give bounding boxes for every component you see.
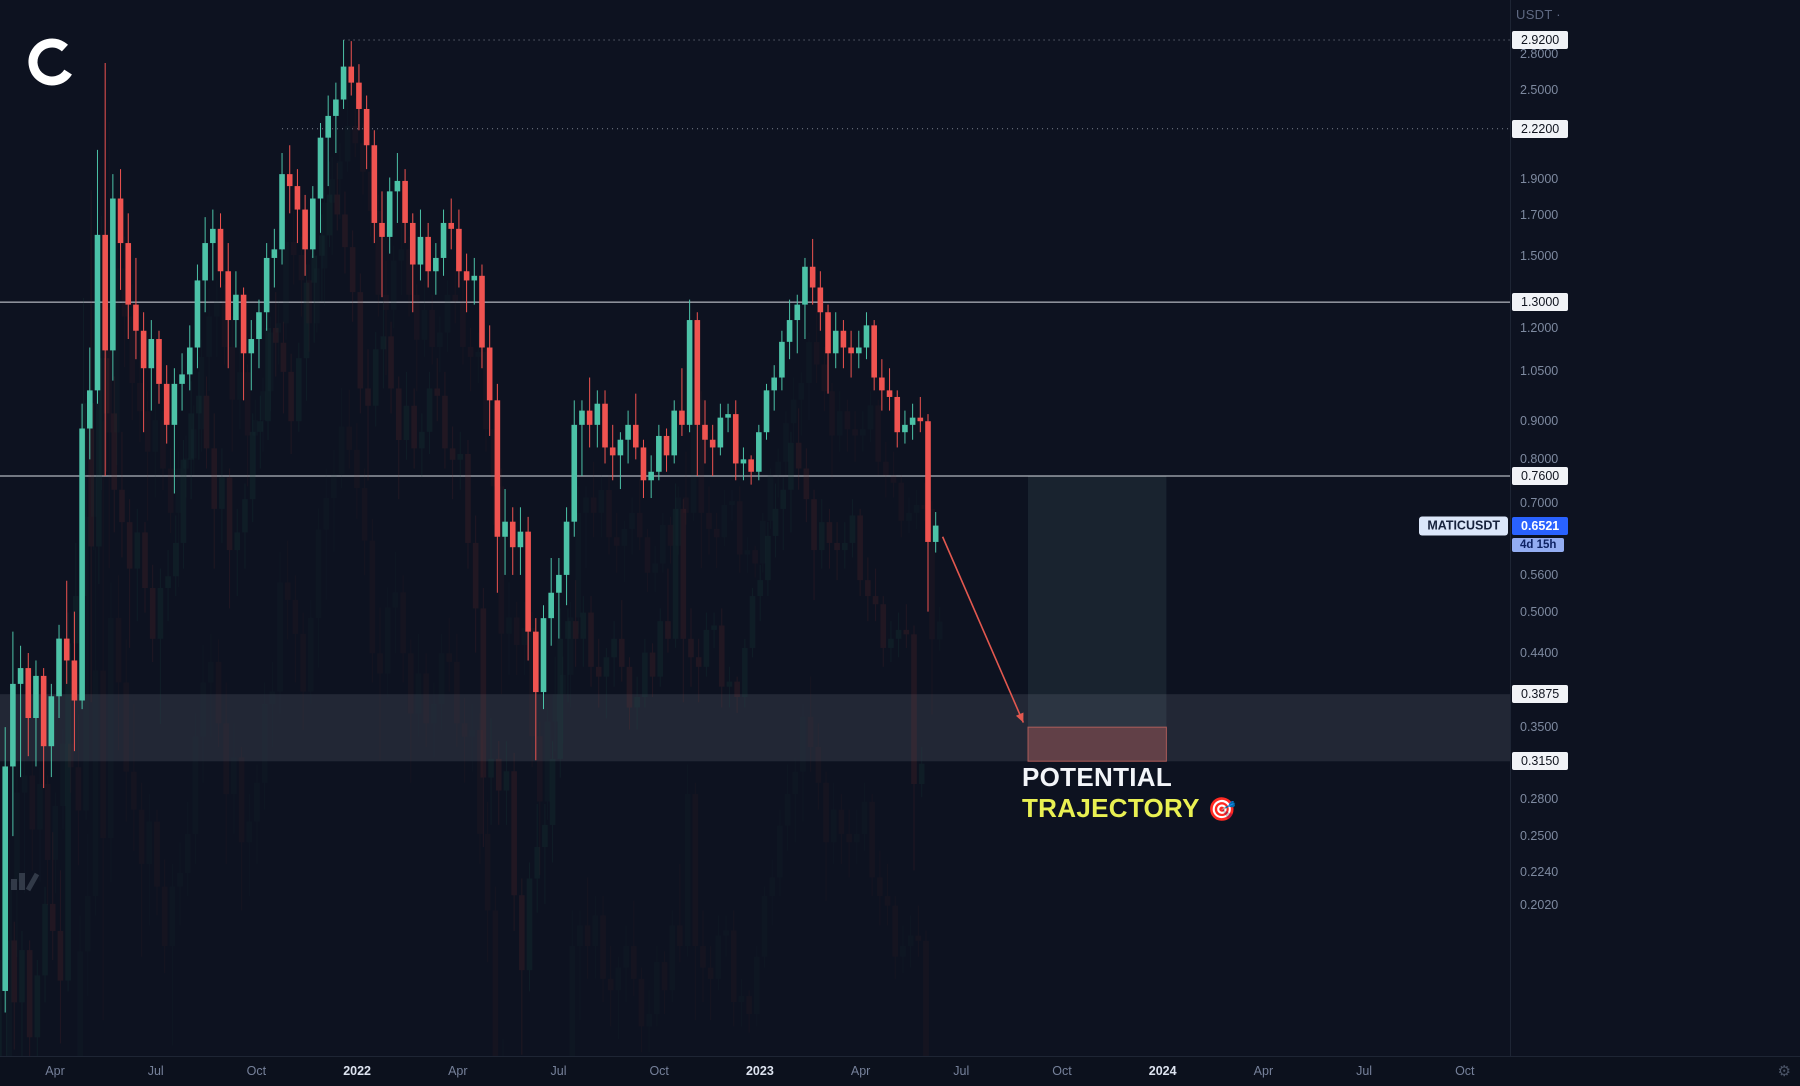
settings-gear-icon[interactable]: ⚙ (1777, 1063, 1791, 1080)
time-axis-label-Jul-9: Jul (953, 1064, 970, 1078)
price-axis[interactable]: 0.6521 4d 15h 2.9200 2.8000 2.5000 2.2200 1.… (1510, 0, 1800, 1056)
candle-countdown: 4d 15h (1512, 537, 1565, 552)
symbol-watermark: USDT · (1516, 7, 1561, 22)
price-axis-label-0.2240: 0.2240 (1520, 864, 1559, 879)
time-axis-label-Oct-10: Oct (1052, 1064, 1072, 1078)
time-axis-label-Apr-12: Apr (1253, 1064, 1274, 1078)
price-axis-label-0.7000: 0.7000 (1520, 495, 1559, 510)
time-axis-label-2024-11: 2024 (1148, 1064, 1177, 1078)
price-axis-label-0.2500: 0.2500 (1520, 829, 1559, 844)
demand-band-zone (0, 694, 1510, 762)
price-axis-label-0.2020: 0.2020 (1520, 898, 1559, 913)
time-axis-label-Oct-6: Oct (649, 1064, 669, 1078)
price-axis-label-2.8000: 2.8000 (1520, 46, 1559, 61)
price-axis-label-1.9000: 1.9000 (1520, 172, 1559, 187)
price-axis-label-0.7600: 0.7600 (1512, 466, 1569, 485)
tradingview-logo[interactable] (10, 870, 40, 892)
time-axis-label-Apr-0: Apr (45, 1064, 65, 1078)
price-axis-label-1.0500: 1.0500 (1520, 364, 1559, 379)
time-axis-label-Apr-8: Apr (850, 1064, 871, 1078)
time-axis-label-Apr-4: Apr (448, 1064, 468, 1078)
candles (2, 40, 939, 1013)
time-axis-label-2022-3: 2022 (343, 1064, 371, 1078)
price-axis-label-1.3000: 1.3000 (1512, 293, 1569, 312)
brand-c-mark (28, 38, 76, 86)
annotation-line2: TRAJECTORY (1022, 793, 1200, 823)
annotation-line1: POTENTIAL (1022, 762, 1173, 792)
ghost-candles-deep (77, 388, 929, 1056)
time-axis-label-Jul-5: Jul (550, 1064, 567, 1078)
time-axis-label-Oct-14: Oct (1455, 1064, 1475, 1078)
tradingview-logo-glyph (11, 872, 40, 892)
price-axis-label-0.2800: 0.2800 (1520, 792, 1559, 807)
trajectory-arrowhead (1015, 712, 1024, 723)
brand-logo (24, 34, 80, 90)
price-axis-label-1.2000: 1.2000 (1520, 321, 1559, 336)
time-axis-label-2023-7: 2023 (745, 1064, 774, 1078)
symbol-price-tag: MATICUSDT (1419, 516, 1508, 536)
price-axis-label-0.3150: 0.3150 (1512, 752, 1569, 771)
price-axis-label-2.2200: 2.2200 (1512, 119, 1569, 138)
time-axis-label-Jul-13: Jul (1356, 1064, 1373, 1078)
dart-target-emoji: 🎯 (1207, 796, 1237, 822)
target-zone-box[interactable] (1027, 726, 1167, 762)
time-axis-label-Jul-1: Jul (147, 1064, 164, 1078)
price-axis-label-0.4400: 0.4400 (1520, 646, 1559, 661)
trajectory-annotation: POTENTIAL TRAJECTORY 🎯 (1022, 762, 1236, 828)
price-axis-label-1.5000: 1.5000 (1520, 248, 1559, 263)
time-axis-label-Oct-2: Oct (246, 1064, 267, 1078)
price-axis-label-0.8000: 0.8000 (1520, 452, 1559, 467)
price-axis-label-0.5000: 0.5000 (1520, 604, 1559, 619)
price-axis-label-1.7000: 1.7000 (1520, 208, 1559, 223)
time-axis[interactable]: ⚙ Apr Jul Oct 2022 Apr Jul Oct 2023 Apr Jul Oct 202… (0, 1056, 1800, 1086)
projection-box[interactable] (1027, 475, 1167, 762)
price-axis-label-0.9000: 0.9000 (1520, 414, 1559, 429)
price-axis-label-2.9200: 2.9200 (1512, 31, 1569, 49)
price-axis-label-0.5600: 0.5600 (1520, 567, 1559, 582)
price-axis-label-2.5000: 2.5000 (1520, 83, 1559, 98)
ghost-candles-near (6, 97, 943, 1056)
price-axis-label-0.3500: 0.3500 (1520, 720, 1559, 735)
trajectory-arrow[interactable] (941, 536, 1025, 723)
candlestick-chart-canvas[interactable] (0, 0, 1510, 1056)
price-axis-label-0.3875: 0.3875 (1512, 685, 1569, 704)
current-price-label: 0.6521 (1512, 516, 1569, 535)
ghost-candles (0, 161, 925, 1056)
